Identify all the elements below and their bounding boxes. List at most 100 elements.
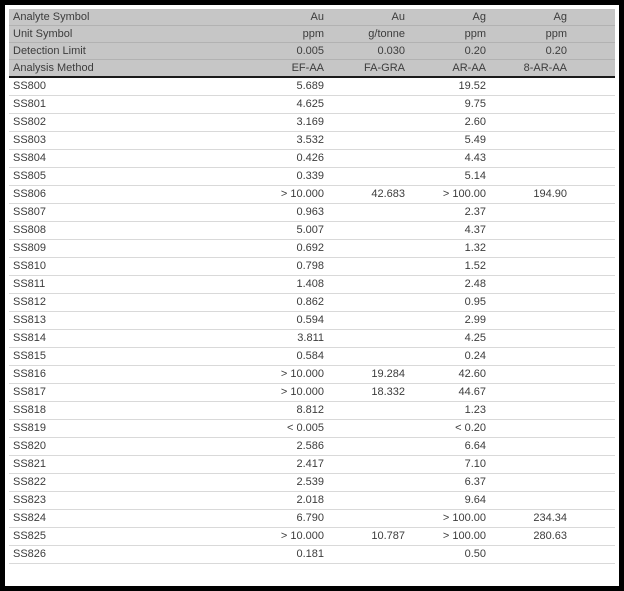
table-row: SS819 < 0.005 < 0.20 bbox=[9, 419, 615, 438]
value-cell: > 10.000 bbox=[247, 365, 328, 384]
value-cell: 19.52 bbox=[409, 77, 490, 96]
value-cell: 8.812 bbox=[247, 401, 328, 420]
value-cell bbox=[490, 455, 571, 474]
value-cell bbox=[328, 77, 409, 96]
value-cell bbox=[490, 419, 571, 438]
value-cell: 4.25 bbox=[409, 329, 490, 348]
sample-id-cell: SS803 bbox=[9, 131, 247, 150]
table-row: SS812 0.862 0.95 bbox=[9, 293, 615, 312]
value-cell bbox=[490, 113, 571, 132]
row-spacer bbox=[571, 437, 615, 456]
sample-id-cell: SS806 bbox=[9, 185, 247, 204]
table-row: SS808 5.007 4.37 bbox=[9, 221, 615, 240]
row-spacer bbox=[571, 347, 615, 366]
header-value: Ag bbox=[490, 9, 571, 26]
assay-results-table: Analyte Symbol Au Au Ag Ag Unit Symbol ppm g/to… bbox=[9, 9, 615, 564]
value-cell: 0.584 bbox=[247, 347, 328, 366]
value-cell bbox=[328, 401, 409, 420]
value-cell bbox=[490, 383, 571, 402]
row-spacer bbox=[571, 275, 615, 294]
sample-id-cell: SS815 bbox=[9, 347, 247, 366]
sample-id-cell: SS810 bbox=[9, 257, 247, 276]
value-cell: 3.169 bbox=[247, 113, 328, 132]
value-cell: 10.787 bbox=[328, 527, 409, 546]
sample-id-cell: SS814 bbox=[9, 329, 247, 348]
header-label: Analysis Method bbox=[9, 59, 247, 78]
value-cell bbox=[490, 311, 571, 330]
sample-id-cell: SS811 bbox=[9, 275, 247, 294]
header-row-detection-limit: Detection Limit 0.005 0.030 0.20 0.20 bbox=[9, 42, 615, 60]
header-value: AR-AA bbox=[409, 59, 490, 78]
assay-table-header: Analyte Symbol Au Au Ag Ag Unit Symbol ppm g/to… bbox=[9, 9, 615, 78]
value-cell bbox=[328, 491, 409, 510]
value-cell bbox=[328, 455, 409, 474]
sample-id-cell: SS807 bbox=[9, 203, 247, 222]
value-cell bbox=[328, 311, 409, 330]
table-row: SS815 0.584 0.24 bbox=[9, 347, 615, 366]
value-cell bbox=[490, 491, 571, 510]
value-cell: 1.52 bbox=[409, 257, 490, 276]
sample-id-cell: SS812 bbox=[9, 293, 247, 312]
value-cell: 5.007 bbox=[247, 221, 328, 240]
value-cell: 0.50 bbox=[409, 545, 490, 564]
value-cell: 2.586 bbox=[247, 437, 328, 456]
sample-id-cell: SS820 bbox=[9, 437, 247, 456]
table-row: SS825 > 10.000 10.787 > 100.00 280.63 bbox=[9, 527, 615, 546]
row-spacer bbox=[571, 545, 615, 564]
value-cell bbox=[328, 239, 409, 258]
header-spacer bbox=[571, 9, 615, 26]
value-cell bbox=[490, 221, 571, 240]
value-cell: 2.48 bbox=[409, 275, 490, 294]
sample-id-cell: SS823 bbox=[9, 491, 247, 510]
value-cell: 3.811 bbox=[247, 329, 328, 348]
row-spacer bbox=[571, 113, 615, 132]
value-cell: 2.539 bbox=[247, 473, 328, 492]
value-cell: 4.37 bbox=[409, 221, 490, 240]
value-cell: 0.798 bbox=[247, 257, 328, 276]
header-spacer bbox=[571, 42, 615, 60]
table-row: SS800 5.689 19.52 bbox=[9, 77, 615, 96]
row-spacer bbox=[571, 491, 615, 510]
table-row: SS804 0.426 4.43 bbox=[9, 149, 615, 168]
value-cell: 2.018 bbox=[247, 491, 328, 510]
header-value: ppm bbox=[247, 25, 328, 43]
value-cell: 0.594 bbox=[247, 311, 328, 330]
table-row: SS816 > 10.000 19.284 42.60 bbox=[9, 365, 615, 384]
value-cell: 194.90 bbox=[490, 185, 571, 204]
header-value: 0.030 bbox=[328, 42, 409, 60]
value-cell bbox=[490, 149, 571, 168]
table-row: SS820 2.586 6.64 bbox=[9, 437, 615, 456]
sample-id-cell: SS822 bbox=[9, 473, 247, 492]
table-row: SS814 3.811 4.25 bbox=[9, 329, 615, 348]
value-cell: 0.181 bbox=[247, 545, 328, 564]
value-cell: > 10.000 bbox=[247, 527, 328, 546]
row-spacer bbox=[571, 221, 615, 240]
table-row: SS809 0.692 1.32 bbox=[9, 239, 615, 258]
header-value: Au bbox=[328, 9, 409, 26]
row-spacer bbox=[571, 167, 615, 186]
value-cell bbox=[328, 275, 409, 294]
sample-id-cell: SS804 bbox=[9, 149, 247, 168]
table-row: SS810 0.798 1.52 bbox=[9, 257, 615, 276]
value-cell bbox=[490, 437, 571, 456]
value-cell: 1.32 bbox=[409, 239, 490, 258]
value-cell bbox=[328, 545, 409, 564]
value-cell: 4.43 bbox=[409, 149, 490, 168]
header-label: Detection Limit bbox=[9, 42, 247, 60]
row-spacer bbox=[571, 473, 615, 492]
sample-id-cell: SS809 bbox=[9, 239, 247, 258]
table-row: SS805 0.339 5.14 bbox=[9, 167, 615, 186]
row-spacer bbox=[571, 401, 615, 420]
table-row: SS807 0.963 2.37 bbox=[9, 203, 615, 222]
table-row: SS801 4.625 9.75 bbox=[9, 95, 615, 114]
value-cell bbox=[490, 293, 571, 312]
row-spacer bbox=[571, 365, 615, 384]
value-cell: 7.10 bbox=[409, 455, 490, 474]
value-cell bbox=[328, 293, 409, 312]
value-cell bbox=[328, 329, 409, 348]
value-cell bbox=[490, 131, 571, 150]
header-label: Analyte Symbol bbox=[9, 9, 247, 26]
row-spacer bbox=[571, 95, 615, 114]
row-spacer bbox=[571, 311, 615, 330]
